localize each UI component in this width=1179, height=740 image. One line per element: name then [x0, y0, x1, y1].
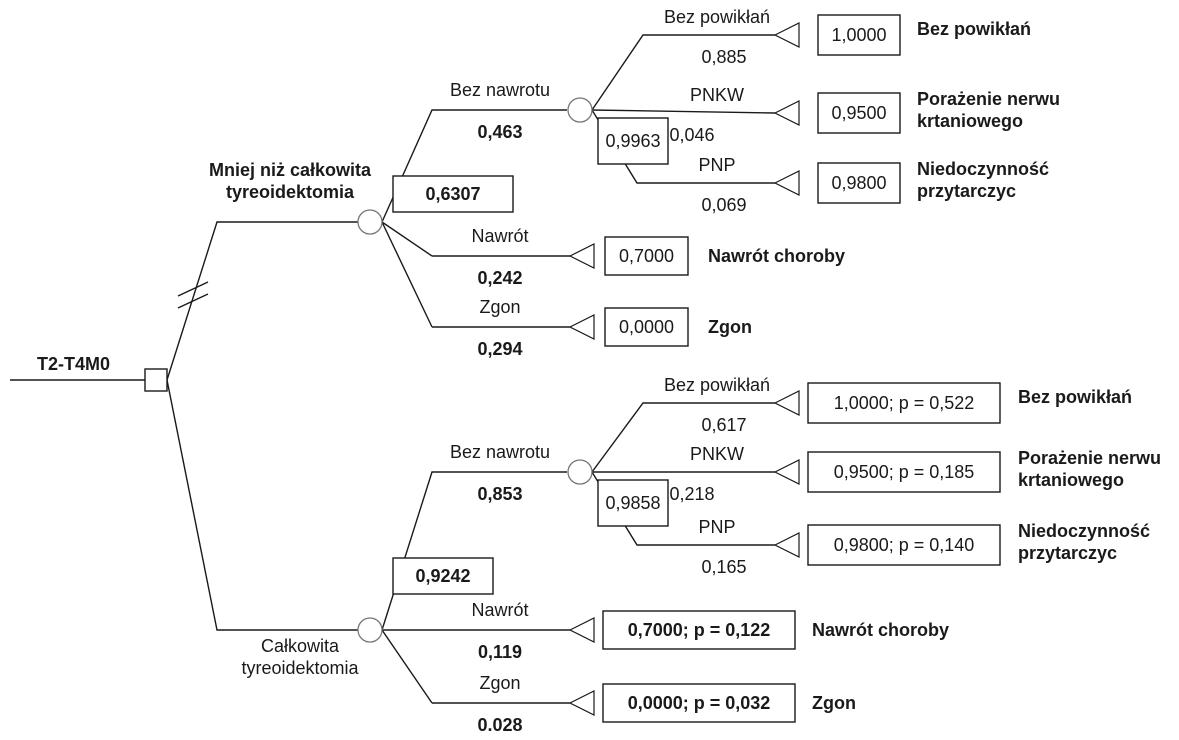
lower-outcome-2-terminal [773, 459, 800, 485]
lower-outcome-3-terminal [773, 532, 800, 558]
lower-outcome-1-terminal [773, 390, 800, 416]
lower-zgon-terminal [568, 690, 595, 716]
root-label: T2-T4M0 [37, 354, 110, 374]
upper-zgon-prob: 0,294 [477, 339, 522, 359]
lower-nawrot-terminal [568, 617, 595, 643]
lower-expected-value-text: 0,9242 [415, 566, 470, 586]
upper-outcome-3-name: Niedoczynność przytarczyc [917, 159, 1049, 201]
lower-bez-nawrotu-chance [567, 459, 593, 485]
lower-nawrot-value-box [602, 610, 796, 650]
lower-outcome-3-branch: PNP [698, 517, 735, 537]
lower-outcome-1-branch: Bez powikłań [664, 375, 770, 395]
upper-outcome-2-value-box [817, 92, 901, 134]
upper-outcome-1-value-box [817, 14, 901, 56]
lower-nawrot-prob: 0,119 [478, 642, 522, 662]
upper-outcome-1-prob: 0,885 [701, 47, 746, 67]
cut-mark-2 [177, 293, 209, 309]
lower-zgon-prob: 0.028 [477, 715, 522, 735]
upper-nawrot-prob: 0,242 [477, 268, 522, 288]
upper-outcome-3-branch: PNP [698, 155, 735, 175]
upper-bez-nawrotu-chance [567, 97, 593, 123]
upper-bez-nawrotu-label: Bez nawrotu [450, 80, 550, 100]
lower-chance-node [357, 617, 383, 643]
upper-outcome-3-value-box [817, 162, 901, 204]
lower-outcome-3-value-box [807, 524, 1001, 566]
upper-expected-value-box [392, 175, 514, 213]
upper-outcome-3-prob: 0,069 [701, 195, 746, 215]
lower-outcome-3-value-text: 0,9800; p = 0,140 [834, 535, 975, 555]
upper-outcome-2-name: Porażenie nerwu krtaniowego [917, 89, 1060, 131]
upper-expected-value-text: 0,6307 [425, 184, 480, 204]
lower-outcome-2-prob: 0,218 [669, 484, 714, 504]
upper-outcome-2-value-text: 0,9500 [831, 103, 886, 123]
upper-strategy-edge [166, 221, 358, 381]
upper-zgon-branch: Zgon [479, 297, 520, 317]
lower-outcome-1-name: Bez powikłań [1018, 387, 1132, 407]
lower-outcome-2-branch: PNKW [690, 444, 744, 464]
lower-nawrot-name: Nawrót choroby [812, 620, 949, 640]
upper-zgon-value-text: 0,0000 [619, 317, 674, 337]
upper-nawrot-edge-a [381, 221, 433, 257]
upper-outcome-2-edge [591, 109, 776, 114]
lower-outcome-1-value-box [807, 382, 1001, 424]
upper-outcome-2-prob: 0,046 [669, 125, 714, 145]
lower-bez-nawrotu-ev-box [597, 479, 669, 527]
upper-outcome-3-terminal [773, 170, 800, 196]
tree-labels: T2-T4M0 Mniej niż całkowita tyreoidektomia… [37, 7, 1161, 735]
lower-outcome-1-value-text: 1,0000; p = 0,522 [834, 393, 975, 413]
upper-outcome-2-terminal [773, 100, 800, 126]
lower-bez-nawrotu-prob: 0,853 [477, 484, 522, 504]
upper-chance-node [357, 209, 383, 235]
lower-outcome-2-name: Porażenie nerwu krtaniowego [1018, 448, 1161, 490]
lower-outcome-3-prob: 0,165 [701, 557, 746, 577]
upper-strategy-label: Mniej niż całkowita tyreoidektomia [209, 160, 372, 202]
lower-zgon-branch: Zgon [479, 673, 520, 693]
lower-zgon-value-text: 0,0000; p = 0,032 [628, 693, 771, 713]
upper-bez-nawrotu-ev-box [597, 117, 669, 165]
lower-zgon-value-box [602, 683, 796, 723]
upper-zgon-value-box [604, 307, 689, 347]
lower-strategy-edge [166, 379, 358, 631]
lower-zgon-edge-a [381, 629, 433, 704]
upper-outcome-3-value-text: 0,9800 [831, 173, 886, 193]
cut-mark-1 [177, 281, 209, 297]
upper-outcome-1-terminal [773, 22, 800, 48]
lower-outcome-3-name: Niedoczynność przytarczyc [1018, 521, 1150, 563]
upper-nawrot-branch: Nawrót [471, 226, 528, 246]
upper-nawrot-name: Nawrót choroby [708, 246, 845, 266]
upper-zgon-name: Zgon [708, 317, 752, 337]
upper-bez-nawrotu-ev-text: 0,9963 [605, 131, 660, 151]
upper-outcome-1-edge [591, 34, 775, 111]
upper-bez-nawrotu-prob: 0,463 [477, 122, 522, 142]
lower-zgon-name: Zgon [812, 693, 856, 713]
tree-nodes [144, 14, 1001, 723]
lower-nawrot-branch: Nawrót [471, 600, 528, 620]
lower-bez-nawrotu-ev-text: 0,9858 [605, 493, 660, 513]
lower-outcome-2-value-text: 0,9500; p = 0,185 [834, 462, 975, 482]
lower-outcome-1-edge [591, 402, 775, 473]
lower-outcome-1-prob: 0,617 [701, 415, 746, 435]
upper-outcome-1-value-text: 1,0000 [831, 25, 886, 45]
lower-strategy-label: Całkowita tyreoidektomia [241, 636, 359, 678]
lower-nawrot-value-text: 0,7000; p = 0,122 [628, 620, 771, 640]
upper-nawrot-terminal [568, 243, 595, 269]
lower-expected-value-box [392, 557, 494, 595]
upper-outcome-2-branch: PNKW [690, 85, 744, 105]
upper-nawrot-value-text: 0,7000 [619, 246, 674, 266]
upper-zgon-edge-a [381, 221, 433, 328]
lower-outcome-2-value-box [807, 451, 1001, 493]
decision-node [144, 368, 168, 392]
upper-nawrot-value-box [604, 236, 689, 276]
upper-outcome-1-branch: Bez powikłań [664, 7, 770, 27]
upper-outcome-1-name: Bez powikłań [917, 19, 1031, 39]
lower-bez-nawrotu-label: Bez nawrotu [450, 442, 550, 462]
upper-zgon-terminal [568, 314, 595, 340]
